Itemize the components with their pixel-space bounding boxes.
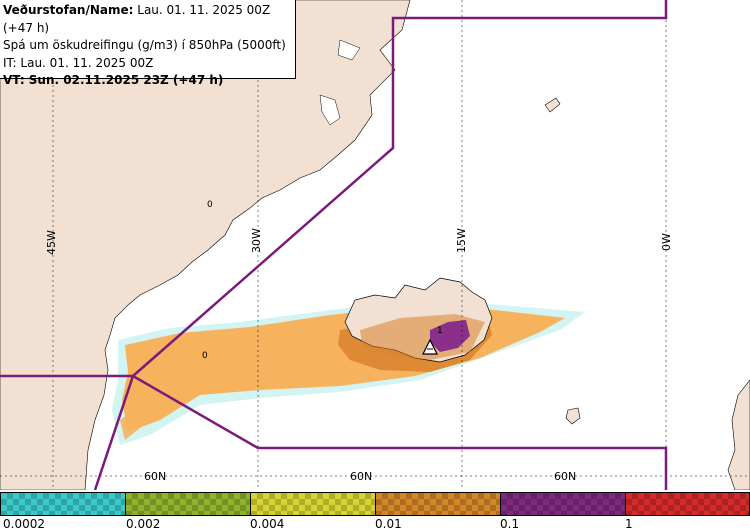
name-line: Veðurstofan/Name: Lau. 01. 11. 2025 00Z …: [3, 2, 295, 37]
ash-high-core: [430, 320, 470, 352]
greenland-landmass: [0, 0, 411, 490]
concentration-legend: 0.0002 0.002 0.004 0.01 0.1 1: [0, 490, 750, 532]
ash-plume-branch: [120, 388, 190, 440]
issue-time: IT: Lau. 01. 11. 2025 00Z: [3, 55, 154, 70]
legend-tick: 0.01: [375, 517, 402, 531]
latitude-label-60n: 60N: [554, 470, 577, 483]
contour-label: 1: [437, 326, 443, 336]
greenland-fjord: [319, 94, 341, 126]
name-label: Veðurstofan/Name:: [3, 3, 134, 17]
latitude-label-60n: 60N: [144, 470, 167, 483]
valid-time: VT: Sun. 02.11.2025 23Z (+47 h): [3, 73, 224, 87]
latitude-label-60n: 60N: [350, 470, 373, 483]
map-canvas: [0, 0, 750, 490]
legend-swatch: [125, 492, 251, 516]
contour-label: 0: [202, 351, 208, 361]
legend-swatch: [375, 492, 501, 516]
legend-swatch: [0, 492, 126, 516]
longitude-label-30w: 30W: [250, 228, 263, 253]
legend-tick: 0.1: [500, 517, 520, 531]
forecast-description: Spá um öskudreifingu (g/m3) í 850hPa (50…: [3, 38, 286, 52]
longitude-label-0w: 0W: [660, 233, 673, 251]
legend-swatch: [625, 492, 750, 516]
legend-tick: 0.0002: [3, 517, 45, 531]
fir-boundary: [0, 0, 668, 490]
legend-tick: 0.004: [250, 517, 285, 531]
name-value: Lau. 01. 11. 2025 00Z (+47 h): [3, 3, 271, 35]
legend-swatch: [500, 492, 626, 516]
small-island: [565, 407, 581, 425]
graticule: [0, 0, 750, 490]
small-island: [544, 97, 561, 113]
legend-tick: 1: [625, 517, 633, 531]
scandinavia-landmass: [727, 379, 750, 490]
longitude-label-45w: 45W: [45, 230, 58, 255]
legend-tick: 0.002: [126, 517, 161, 531]
contour-label: 0: [207, 200, 213, 210]
longitude-label-15w: 15W: [455, 228, 468, 253]
greenland-fjord: [337, 39, 361, 61]
legend-swatch: [250, 492, 376, 516]
volcano-triangle-icon: [422, 338, 438, 355]
forecast-header: Veðurstofan/Name: Lau. 01. 11. 2025 00Z …: [0, 0, 296, 87]
